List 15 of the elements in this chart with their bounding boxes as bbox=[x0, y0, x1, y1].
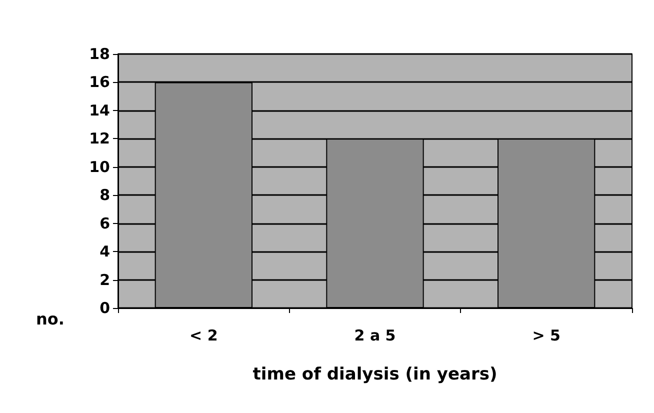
x-axis-title: time of dialysis (in years) bbox=[252, 364, 498, 384]
y-tick-label: 16 bbox=[89, 73, 110, 92]
y-tick-label: 4 bbox=[100, 242, 110, 261]
y-tick-label: 10 bbox=[89, 158, 110, 176]
y-tick-label: 8 bbox=[100, 186, 110, 204]
y-tick-label: 12 bbox=[89, 130, 110, 148]
y-tick-label: 14 bbox=[89, 101, 110, 120]
x-tick-label: > 5 bbox=[532, 326, 560, 344]
y-tick-label: 2 bbox=[100, 270, 110, 289]
x-tick-label: 2 a 5 bbox=[354, 326, 396, 344]
y-tick-label: 18 bbox=[89, 45, 110, 63]
y-tick-label: 6 bbox=[100, 214, 110, 232]
y-tick-label: 0 bbox=[100, 299, 110, 317]
y-axis-title: no. bbox=[36, 310, 64, 328]
x-tick-label: < 2 bbox=[190, 326, 218, 344]
